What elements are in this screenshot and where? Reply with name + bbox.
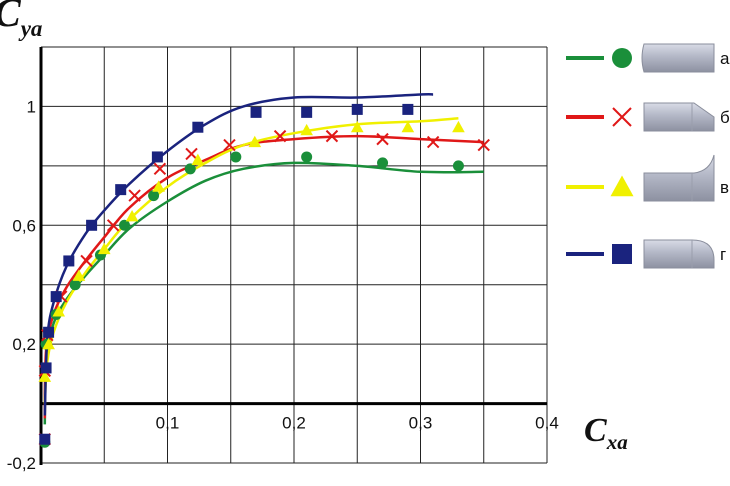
data-point-а: [184, 163, 196, 175]
x-marker-stroke: [273, 129, 287, 143]
x-marker-stroke: [153, 162, 167, 176]
x-marker-stroke: [106, 219, 120, 232]
legend-marker: [612, 107, 632, 127]
data-point-в: [97, 242, 111, 255]
legend-item-б: б: [566, 102, 730, 132]
data-point-в: [248, 135, 262, 148]
legend-item-г: г: [566, 239, 726, 269]
legend-item-а: а: [566, 43, 730, 73]
data-point-в: [300, 123, 313, 136]
legend-marker: [610, 175, 634, 197]
series-line-а: [43, 161, 484, 425]
data-point-б: [153, 162, 167, 176]
y-axis-title: Cya: [0, 0, 42, 41]
legend-marker: [612, 244, 632, 264]
y-tick-label: 1: [27, 97, 36, 116]
series-line-б: [43, 134, 484, 419]
legend-shape-icon: [643, 154, 715, 202]
axes: [39, 47, 547, 465]
data-point-а: [452, 160, 464, 172]
data-point-г: [50, 291, 62, 303]
legend-item-в: в: [566, 154, 729, 202]
x-axis-title-main: C: [584, 412, 607, 449]
data-point-в: [52, 305, 66, 317]
data-point-б: [185, 147, 198, 161]
data-point-г: [39, 433, 51, 445]
axis-titles: Cya Cxa: [0, 0, 628, 454]
data-point-г: [40, 362, 52, 374]
x-marker-stroke: [376, 132, 389, 146]
data-point-а: [118, 219, 130, 231]
data-point-в: [452, 120, 465, 133]
data-point-в: [125, 210, 139, 222]
data-point-б: [223, 138, 236, 152]
data-point-г: [192, 121, 204, 133]
data-point-г: [115, 184, 127, 196]
data-point-в: [42, 337, 55, 350]
data-point-б: [426, 135, 440, 149]
data-point-а: [230, 151, 242, 163]
data-point-г: [301, 106, 313, 118]
legend-shape-icon: [641, 43, 715, 73]
series-markers: [38, 103, 490, 448]
x-marker-stroke: [185, 147, 198, 161]
x-tick-label: 0,4: [535, 414, 559, 433]
series-curves: [43, 93, 484, 425]
data-point-в: [72, 269, 86, 281]
series-line-в: [43, 117, 459, 404]
y-tick-label: 0,6: [12, 216, 36, 235]
data-point-б: [477, 138, 490, 152]
legend: а б в г: [566, 43, 730, 269]
data-point-б: [106, 219, 120, 232]
series-line-г: [43, 93, 434, 416]
legend-label: г: [720, 245, 726, 264]
legend-label: б: [720, 108, 730, 127]
legend-shape-icon: [643, 239, 715, 269]
x-tick-label: 0,2: [282, 414, 306, 433]
y-tick-label: -0,2: [7, 454, 36, 473]
data-point-в: [191, 153, 205, 165]
x-marker-stroke: [325, 129, 339, 143]
x-axis-title: Cxa: [584, 412, 628, 454]
x-axis-title-sub: xa: [606, 430, 628, 454]
data-point-в: [152, 180, 165, 192]
data-point-б: [80, 254, 93, 268]
x-marker-stroke: [80, 254, 93, 268]
data-point-б: [128, 189, 141, 202]
data-point-б: [325, 129, 339, 143]
data-point-а: [148, 190, 160, 202]
data-point-а: [377, 157, 389, 169]
data-point-в: [38, 370, 52, 382]
data-point-г: [250, 106, 262, 118]
legend-shape-icon: [643, 102, 715, 132]
x-marker-stroke: [128, 189, 141, 202]
data-point-в: [350, 120, 364, 133]
y-axis-title-sub: ya: [18, 16, 43, 41]
tick-labels: 0,1 0,2 0,3 0,4 -0,2 0,2 0,6 1: [7, 97, 559, 473]
data-point-г: [402, 103, 414, 115]
data-point-б: [376, 132, 389, 146]
legend-marker: [612, 48, 632, 68]
legend-label: а: [720, 49, 730, 68]
data-point-г: [86, 219, 98, 231]
x-marker-stroke: [477, 138, 490, 152]
x-tick-label: 0,1: [156, 414, 180, 433]
legend-label: в: [720, 178, 729, 197]
x-marker-stroke: [426, 135, 440, 149]
x-marker-stroke: [223, 138, 236, 152]
y-axis-title-main: C: [0, 0, 22, 35]
data-point-в: [401, 120, 415, 133]
x-marker-stroke: [612, 107, 632, 127]
data-point-а: [301, 151, 313, 163]
grid-lines: [41, 46, 548, 464]
y-tick-label: 0,2: [12, 335, 36, 354]
data-point-г: [43, 326, 55, 338]
data-point-г: [151, 151, 163, 163]
x-tick-label: 0,3: [409, 414, 433, 433]
data-point-а: [69, 279, 81, 291]
data-point-г: [351, 103, 363, 115]
data-point-г: [63, 255, 75, 267]
data-point-б: [273, 129, 287, 143]
